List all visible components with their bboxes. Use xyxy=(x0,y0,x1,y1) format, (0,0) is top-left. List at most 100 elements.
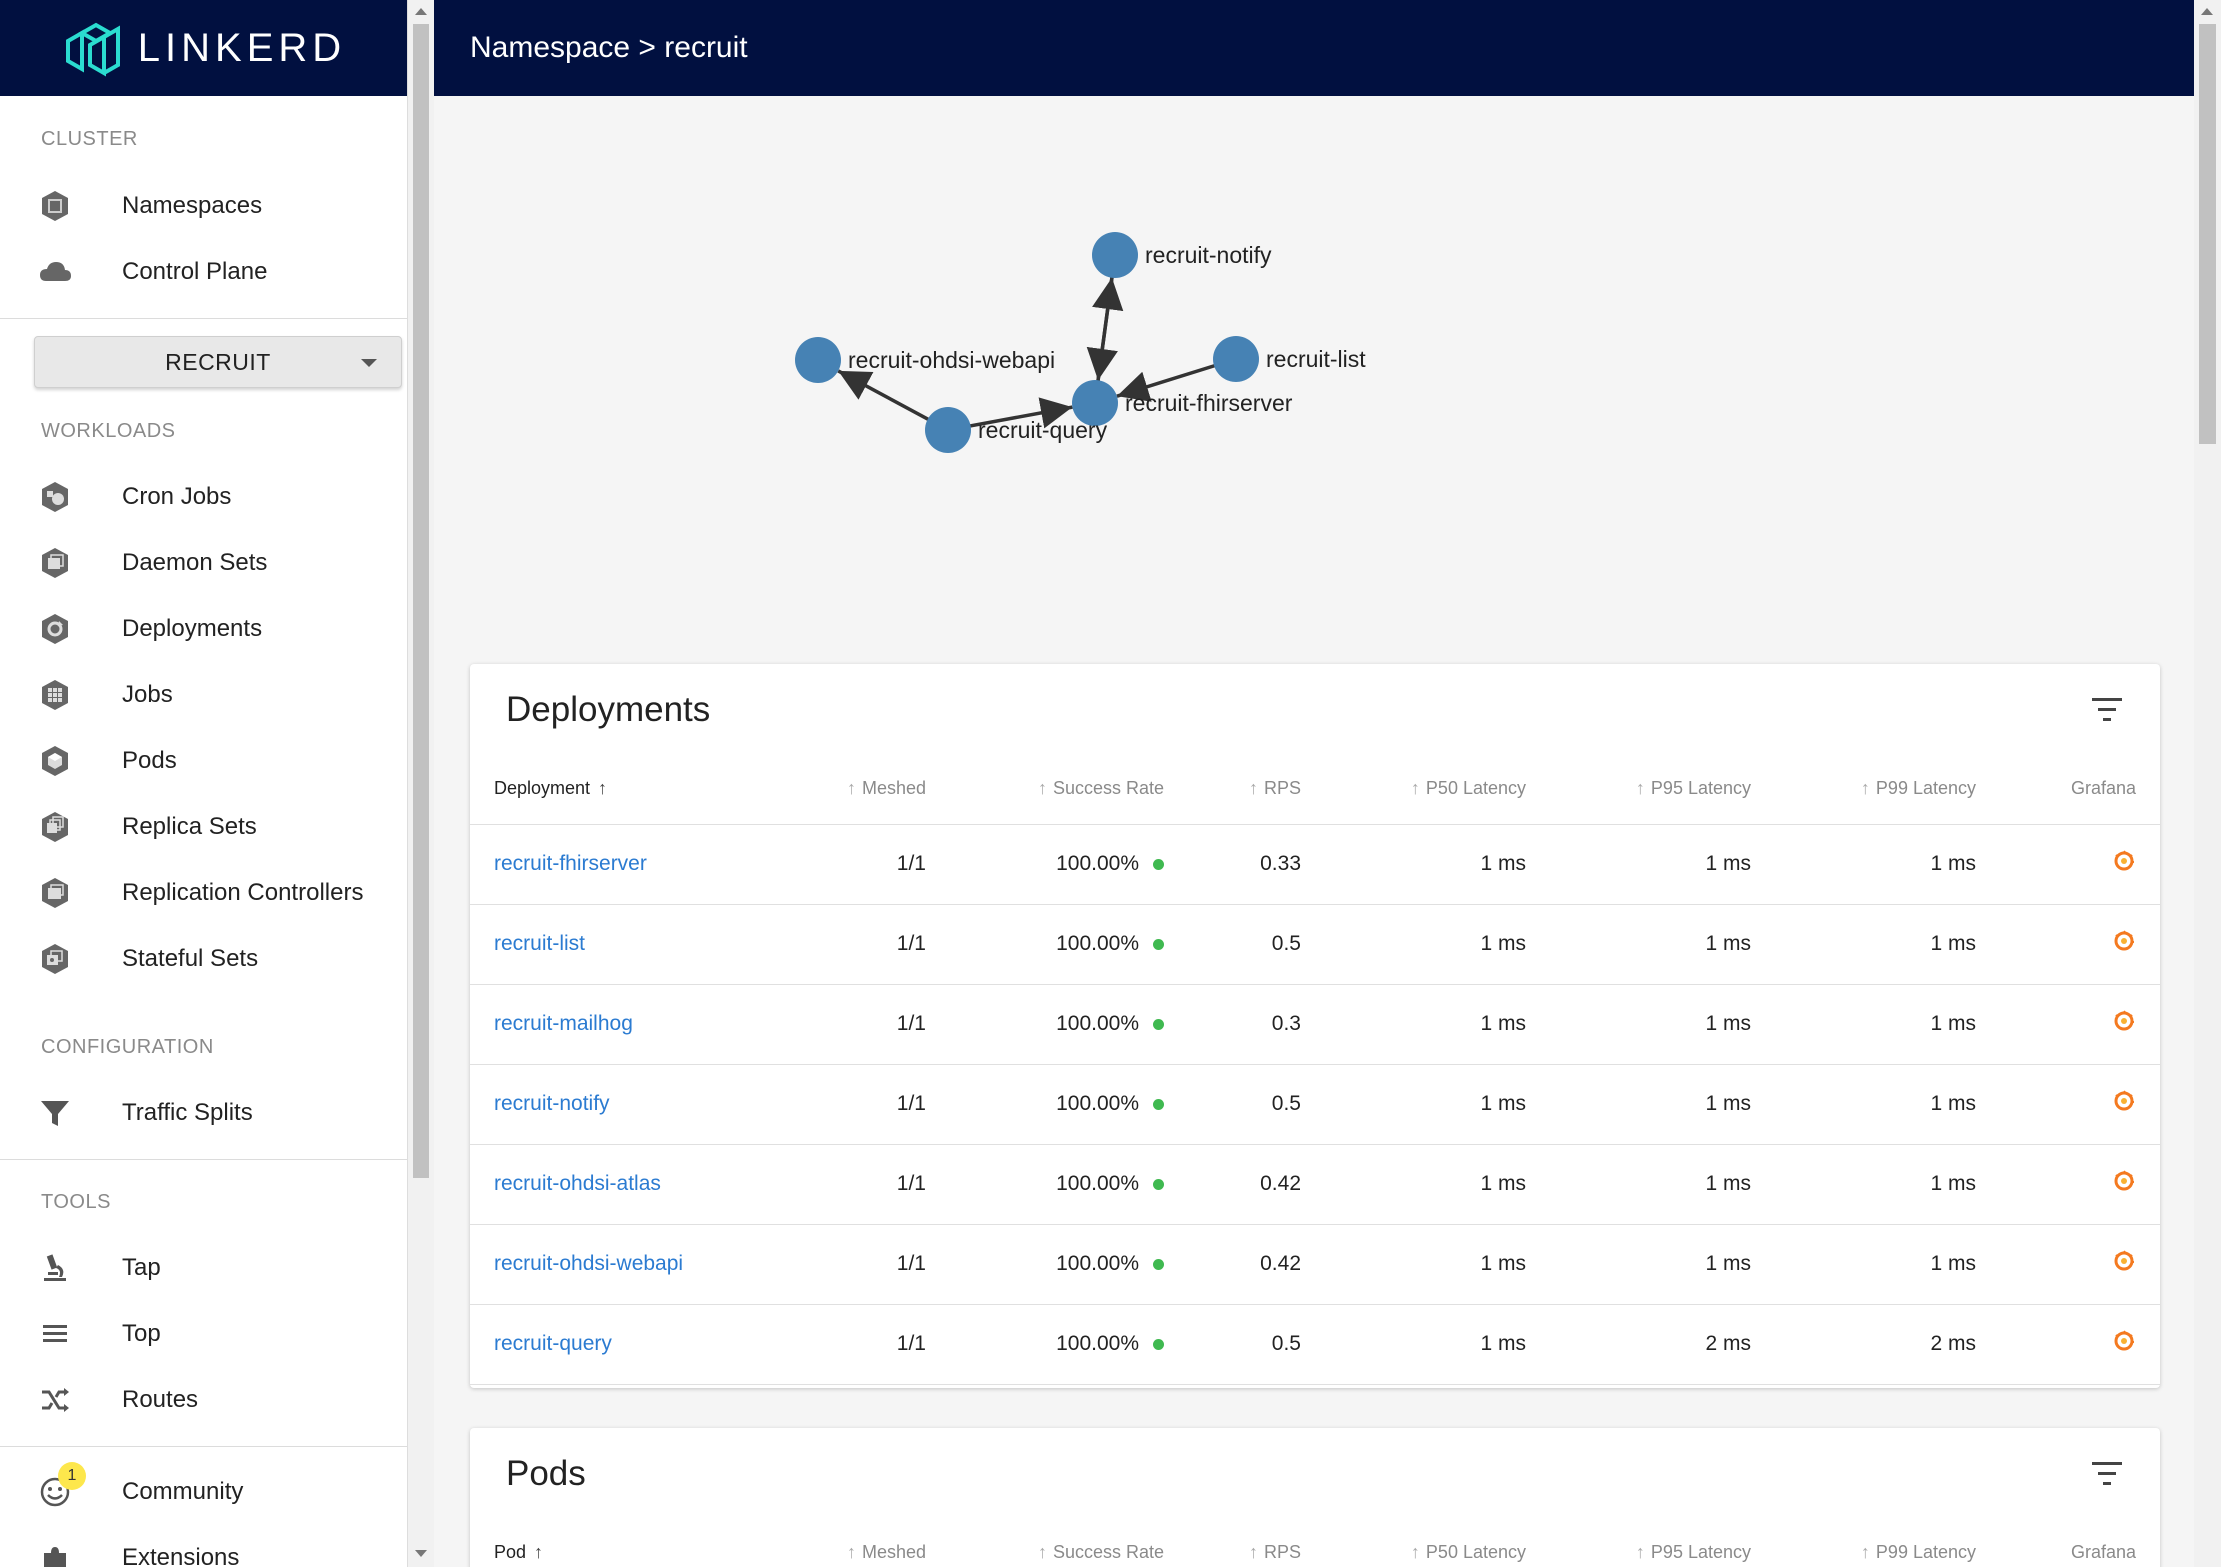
sidebar-item-stateful-sets[interactable]: Stateful Sets xyxy=(0,929,408,989)
column-header-p99[interactable]: ↑ P99 Latency xyxy=(1775,754,2000,824)
status-dot-icon xyxy=(1153,1099,1164,1110)
section-title-workloads: WORKLOADS xyxy=(41,420,176,443)
sidebar-item-control-plane[interactable]: Control Plane xyxy=(0,242,408,302)
column-header-p95[interactable]: ↑ P95 Latency xyxy=(1550,754,1775,824)
sort-arrow-icon: ↑ xyxy=(847,1542,856,1563)
column-label: Deployment xyxy=(494,778,590,798)
cloud-icon xyxy=(38,255,72,289)
cell-p99: 1 ms xyxy=(1775,1064,2000,1144)
cell-rps: 0.42 xyxy=(1188,1224,1325,1304)
grafana-icon[interactable] xyxy=(2112,1329,2136,1353)
sidebar-item-routes[interactable]: Routes xyxy=(0,1370,408,1430)
sidebar-item-label: Traffic Splits xyxy=(122,1099,253,1127)
pods-table: Pod ↑ ↑ Meshed ↑ Success Rate ↑ RPS ↑ P50 Lat… xyxy=(470,1518,2160,1567)
graph-node-label: recruit-ohdsi-webapi xyxy=(848,347,1055,373)
column-header-rps[interactable]: ↑ RPS xyxy=(1188,754,1325,824)
column-header-p95[interactable]: ↑ P95 Latency xyxy=(1550,1518,1775,1567)
column-header-meshed[interactable]: ↑ Meshed xyxy=(770,754,950,824)
cell-deployment: recruit-fhirserver xyxy=(470,824,770,904)
grafana-icon[interactable] xyxy=(2112,929,2136,953)
scroll-up-icon[interactable] xyxy=(415,8,427,15)
main-scrollbar-thumb[interactable] xyxy=(2199,24,2216,444)
sidebar-item-extensions[interactable]: Extensions xyxy=(0,1528,408,1567)
deployment-link[interactable]: recruit-mailhog xyxy=(494,1012,633,1035)
grafana-icon[interactable] xyxy=(2112,1089,2136,1113)
column-header-p99[interactable]: ↑ P99 Latency xyxy=(1775,1518,2000,1567)
cell-grafana xyxy=(2000,824,2160,904)
sidebar-item-label: Tap xyxy=(122,1254,161,1282)
table-row: recruit-mailhog 1/1 100.00% 0.3 1 ms 1 ms 1 ms xyxy=(470,984,2160,1064)
cell-p50: 1 ms xyxy=(1325,824,1550,904)
grafana-icon[interactable] xyxy=(2112,849,2136,873)
table-header-row: Pod ↑ ↑ Meshed ↑ Success Rate ↑ RPS ↑ P50 Lat… xyxy=(470,1518,2160,1567)
sidebar-item-pods[interactable]: Pods xyxy=(0,731,408,791)
sidebar-item-traffic-splits[interactable]: Traffic Splits xyxy=(0,1083,408,1143)
deployment-link[interactable]: recruit-notify xyxy=(494,1092,610,1115)
sidebar-item-deployments[interactable]: Deployments xyxy=(0,599,408,659)
cell-p99: 1 ms xyxy=(1775,1224,2000,1304)
sidebar-scrollbar-thumb[interactable] xyxy=(413,24,429,1178)
cell-rps: 0.5 xyxy=(1188,1064,1325,1144)
column-label: P50 Latency xyxy=(1426,1542,1526,1562)
column-label: Success Rate xyxy=(1053,1542,1164,1562)
cell-meshed: 1/1 xyxy=(770,1304,950,1384)
cell-p95: 1 ms xyxy=(1550,984,1775,1064)
sidebar-scrollbar[interactable] xyxy=(408,0,434,1567)
sidebar-item-cron-jobs[interactable]: Cron Jobs xyxy=(0,467,408,527)
graph-node[interactable] xyxy=(925,407,971,453)
scroll-up-icon[interactable] xyxy=(2201,8,2213,15)
namespace-select[interactable]: RECRUIT xyxy=(34,336,402,388)
sort-arrow-icon: ↑ xyxy=(598,778,607,799)
table-row: recruit-fhirserver 1/1 100.00% 0.33 1 ms 1 ms… xyxy=(470,824,2160,904)
logo-bar[interactable]: LINKERD xyxy=(0,0,408,96)
sort-arrow-icon: ↑ xyxy=(1861,1542,1870,1563)
deployment-icon xyxy=(38,612,72,646)
grafana-icon[interactable] xyxy=(2112,1009,2136,1033)
deployment-link[interactable]: recruit-query xyxy=(494,1332,612,1355)
column-header-pod[interactable]: Pod ↑ xyxy=(470,1518,770,1567)
replicaset-icon xyxy=(38,810,72,844)
sidebar: LINKERD CLUSTER Namespaces Control Plane… xyxy=(0,0,408,1567)
cell-rps: 0.5 xyxy=(1188,904,1325,984)
cell-grafana xyxy=(2000,1304,2160,1384)
cell-rps: 0.42 xyxy=(1188,1144,1325,1224)
filter-icon[interactable] xyxy=(2092,698,2122,722)
sidebar-item-daemon-sets[interactable]: Daemon Sets xyxy=(0,533,408,593)
table-row: recruit-query 1/1 100.00% 0.5 1 ms 2 ms 2 ms xyxy=(470,1304,2160,1384)
grafana-icon[interactable] xyxy=(2112,1169,2136,1193)
column-header-success-rate[interactable]: ↑ Success Rate xyxy=(950,754,1188,824)
graph-node[interactable] xyxy=(1092,232,1138,278)
namespace-select-value: RECRUIT xyxy=(165,349,271,376)
sidebar-item-tap[interactable]: Tap xyxy=(0,1238,408,1298)
sort-arrow-icon: ↑ xyxy=(1249,1542,1258,1563)
column-header-deployment[interactable]: Deployment ↑ xyxy=(470,754,770,824)
scroll-down-icon[interactable] xyxy=(415,1550,427,1557)
main-scrollbar[interactable] xyxy=(2194,0,2221,1567)
cell-grafana xyxy=(2000,984,2160,1064)
deployment-link[interactable]: recruit-list xyxy=(494,932,585,955)
cell-deployment: recruit-query xyxy=(470,1304,770,1384)
grafana-icon[interactable] xyxy=(2112,1249,2136,1273)
sidebar-item-namespaces[interactable]: Namespaces xyxy=(0,176,408,236)
column-header-p50[interactable]: ↑ P50 Latency xyxy=(1325,1518,1550,1567)
sidebar-item-replication-controllers[interactable]: Replication Controllers xyxy=(0,863,408,923)
chevron-down-icon xyxy=(361,359,377,367)
sidebar-item-top[interactable]: Top xyxy=(0,1304,408,1364)
filter-icon[interactable] xyxy=(2092,1462,2122,1486)
deployment-link[interactable]: recruit-ohdsi-atlas xyxy=(494,1172,661,1195)
deployment-link[interactable]: recruit-ohdsi-webapi xyxy=(494,1252,683,1275)
graph-node[interactable] xyxy=(795,337,841,383)
status-dot-icon xyxy=(1153,1259,1164,1270)
sidebar-item-replica-sets[interactable]: Replica Sets xyxy=(0,797,408,857)
column-header-rps[interactable]: ↑ RPS xyxy=(1188,1518,1325,1567)
column-label: Meshed xyxy=(862,1542,926,1562)
cell-meshed: 1/1 xyxy=(770,1224,950,1304)
deployment-link[interactable]: recruit-fhirserver xyxy=(494,852,647,875)
column-header-meshed[interactable]: ↑ Meshed xyxy=(770,1518,950,1567)
status-dot-icon xyxy=(1153,1339,1164,1350)
sidebar-item-jobs[interactable]: Jobs xyxy=(0,665,408,725)
column-header-p50[interactable]: ↑ P50 Latency xyxy=(1325,754,1550,824)
graph-node[interactable] xyxy=(1213,336,1259,382)
column-header-success-rate[interactable]: ↑ Success Rate xyxy=(950,1518,1188,1567)
success-rate-value: 100.00% xyxy=(1056,1012,1139,1035)
